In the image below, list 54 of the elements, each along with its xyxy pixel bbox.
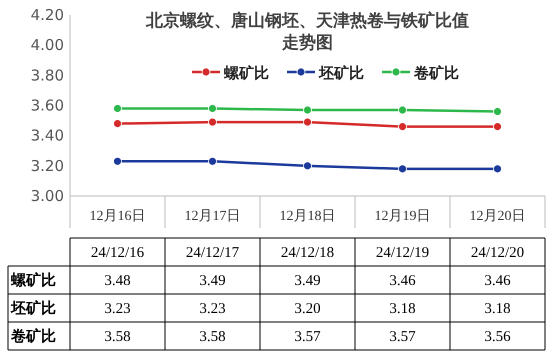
text: 卷矿比	[11, 327, 56, 345]
data-label: 3.56	[484, 329, 512, 345]
point	[493, 122, 502, 132]
point	[208, 156, 217, 166]
text: 24/12/17	[186, 245, 240, 261]
point	[493, 107, 502, 116]
point	[398, 122, 407, 132]
point	[398, 106, 407, 114]
point	[303, 118, 312, 126]
text: 24/12/16	[90, 245, 145, 261]
y-tick-label: 3.60	[30, 96, 64, 114]
y-tick-label: 3.00	[30, 187, 64, 205]
point	[398, 164, 407, 174]
legend-label: 坯矿比	[318, 64, 364, 82]
data-label: 3.49	[294, 273, 321, 289]
x-tick-label: 12月19日	[374, 209, 430, 224]
data-label: 3.23	[199, 301, 226, 317]
x-tick-label: 12月20日	[470, 209, 526, 224]
y-tick-label: 4.00	[30, 36, 64, 54]
x-tick-label: 12月16日	[90, 209, 146, 224]
y-tick-label: 4.20	[30, 6, 64, 24]
text: 螺矿比	[11, 271, 56, 289]
x-tick-label: 12月18日	[280, 209, 336, 224]
x-tick-label: 12月17日	[184, 209, 240, 224]
data-label: 3.20	[294, 301, 321, 317]
point	[208, 118, 217, 126]
y-tick-label: 3.40	[30, 126, 64, 145]
data-label: 3.58	[104, 329, 131, 345]
text: 24/12/20	[470, 245, 524, 261]
point	[113, 156, 122, 166]
data-label: 3.48	[104, 273, 131, 289]
data-label: 3.57	[294, 329, 322, 345]
point	[303, 161, 312, 170]
data-label: 3.57	[389, 329, 416, 345]
data-label: 3.23	[104, 301, 131, 317]
text: 坯矿比	[11, 299, 56, 317]
data-label: 3.49	[199, 273, 226, 289]
data-label: 3.18	[484, 301, 511, 317]
text: 北京螺纹、唐山钢坯、天津热卷与铁矿比值走势图	[145, 11, 469, 53]
data-label: 3.46	[389, 273, 416, 289]
data-label: 3.46	[484, 273, 512, 289]
y-tick-label: 3.80	[30, 66, 64, 84]
data-label: 3.58	[199, 329, 226, 345]
legend-label: 螺矿比	[223, 64, 269, 82]
point	[113, 104, 122, 113]
point	[493, 164, 502, 174]
y-tick-label: 3.20	[30, 156, 64, 175]
point	[208, 104, 217, 113]
legend-label: 卷矿比	[413, 64, 459, 82]
data-label: 3.18	[389, 301, 416, 317]
point	[113, 119, 122, 128]
text: 24/12/19	[376, 245, 430, 261]
text: 24/12/18	[280, 245, 334, 261]
point	[303, 106, 312, 114]
